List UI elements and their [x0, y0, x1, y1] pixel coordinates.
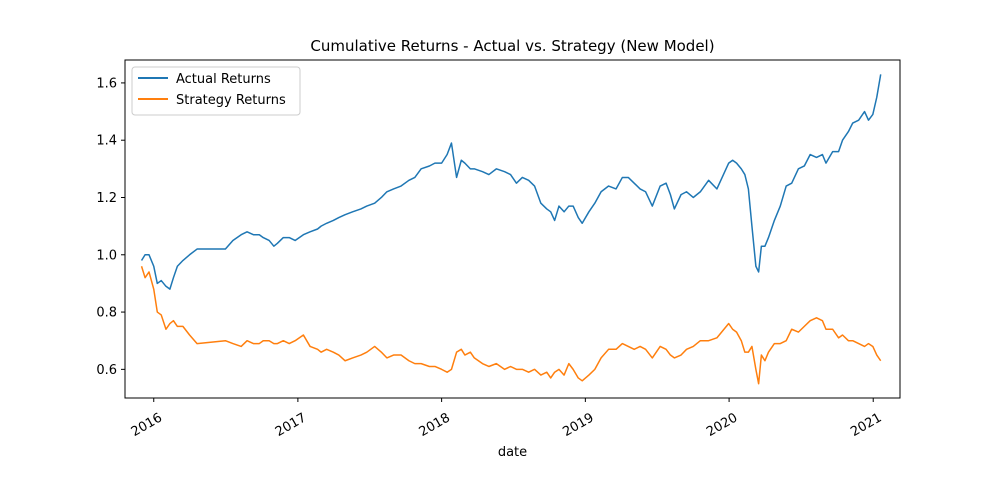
x-axis-label: date: [498, 445, 527, 460]
chart-title: Cumulative Returns - Actual vs. Strategy…: [310, 37, 714, 55]
y-tick-label: 1.0: [96, 248, 117, 263]
plot-frame: [124, 59, 901, 399]
y-tick-label: 1.6: [96, 76, 117, 91]
legend: Actual Returns Strategy Returns: [131, 66, 301, 116]
legend-box: [131, 66, 301, 116]
legend-label-actual-returns: Actual Returns: [176, 72, 271, 87]
legend-label-strategy-returns: Strategy Returns: [176, 93, 286, 108]
y-tick-label: 1.4: [96, 134, 117, 149]
y-tick-label: 0.8: [96, 306, 117, 321]
y-tick-label: 1.2: [96, 191, 117, 206]
y-axis: 0.6 0.8 1.0 1.2 1.4 1.6: [96, 76, 125, 378]
y-tick-label: 0.6: [96, 363, 117, 378]
series-line-actual-returns: [140, 74, 882, 290]
plot-area: [140, 74, 882, 385]
series-line-strategy-returns: [140, 266, 882, 385]
